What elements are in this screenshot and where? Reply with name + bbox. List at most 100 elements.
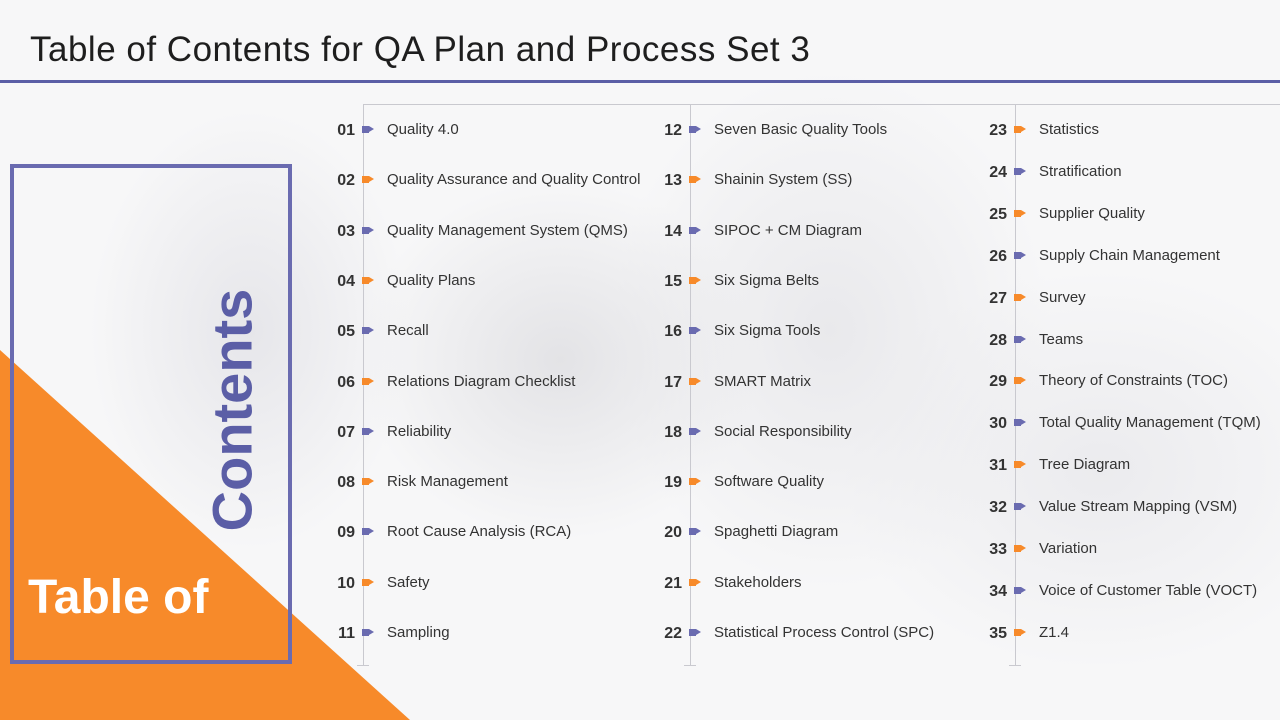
bullet-square-icon [689,428,696,435]
bullet-square-icon [362,227,369,234]
toc-item-label: Quality Management System (QMS) [387,222,628,239]
bullet-arrow-icon [369,277,374,283]
toc-item-number: 17 [664,374,682,391]
bullet-square-icon [362,176,369,183]
toc-item-number: 35 [989,625,1007,642]
toc-item-number: 24 [989,164,1007,181]
toc-item-label: Risk Management [387,473,508,490]
bullet-square-icon [1014,168,1021,175]
bullet-arrow-icon [1021,587,1026,593]
bullet-arrow-icon [1021,503,1026,509]
toc-item-number: 30 [989,415,1007,432]
bullet-square-icon [362,126,369,133]
bullet-square-icon [1014,503,1021,510]
bullet-arrow-icon [369,478,374,484]
side-frame [10,164,292,664]
bullet-arrow-icon [696,478,701,484]
bullet-arrow-icon [1021,377,1026,383]
toc-item-number: 06 [337,374,355,391]
toc-item-label: Shainin System (SS) [714,171,853,188]
toc-item-number: 14 [664,223,682,240]
toc-item-label: Reliability [387,423,452,440]
bullet-square-icon [362,428,369,435]
bullet-square-icon [689,126,696,133]
toc-item-number: 21 [664,575,682,592]
bullet-arrow-icon [1021,294,1026,300]
toc-item-number: 13 [664,172,682,189]
bullet-arrow-icon [369,227,374,233]
toc-item-label: Stakeholders [714,574,802,591]
toc-item-number: 27 [989,290,1007,307]
bullet-arrow-icon [1021,419,1026,425]
bullet-arrow-icon [696,528,701,534]
toc-item-label: Statistics [1039,121,1100,138]
bullet-arrow-icon [1021,126,1026,132]
bullet-square-icon [1014,336,1021,343]
toc-column-end-tick [357,665,369,666]
toc-item-label: Survey [1039,289,1086,306]
toc-item-number: 09 [337,524,355,541]
toc-item-label: Variation [1039,540,1098,557]
toc-item-number: 33 [989,541,1007,558]
bullet-arrow-icon [1021,545,1026,551]
bullet-arrow-icon [369,327,374,333]
toc-item-label: Voice of Customer Table (VOCT) [1039,582,1258,599]
toc-item-number: 22 [664,625,682,642]
table-of-word: Table of [28,571,209,624]
toc-column-line [690,104,691,666]
bullet-square-icon [689,579,696,586]
bullet-arrow-icon [369,126,374,132]
bullet-square-icon [689,478,696,485]
bullet-arrow-icon [369,528,374,534]
toc-item-number: 10 [337,575,355,592]
toc-column-line [363,104,364,666]
bullet-square-icon [1014,587,1021,594]
bullet-arrow-icon [696,579,701,585]
toc-item-number: 11 [338,625,355,642]
bullet-square-icon [1014,545,1021,552]
bullet-square-icon [1014,461,1021,468]
toc-item-label: Sampling [387,624,450,641]
toc-item-number: 05 [337,323,355,340]
contents-word: Contents [200,288,264,532]
bullet-square-icon [362,327,369,334]
toc-item-label: SIPOC + CM Diagram [714,222,862,239]
toc-item-number: 28 [989,332,1007,349]
toc-item-label: Quality Plans [387,272,476,289]
bullet-square-icon [1014,629,1021,636]
bullet-square-icon [1014,377,1021,384]
bullet-square-icon [362,478,369,485]
bullet-arrow-icon [696,176,701,182]
bullet-square-icon [1014,126,1021,133]
bullet-arrow-icon [1021,168,1026,174]
bullet-arrow-icon [369,378,374,384]
toc-item-label: Safety [387,574,430,591]
toc-top-rule [363,104,1280,105]
bullet-arrow-icon [1021,210,1026,216]
bullet-arrow-icon [696,126,701,132]
toc-item-number: 08 [337,474,355,491]
toc-item-number: 03 [337,223,355,240]
bullet-arrow-icon [1021,461,1026,467]
bullet-square-icon [689,528,696,535]
toc-item-label: Value Stream Mapping (VSM) [1039,498,1238,515]
toc-item-label: Z1.4 [1039,624,1070,641]
bullet-square-icon [689,327,696,334]
bullet-square-icon [1014,419,1021,426]
toc-item-label: SMART Matrix [714,373,811,390]
toc-item-label: Seven Basic Quality Tools [714,121,888,138]
toc-item-number: 07 [337,424,355,441]
toc-item-number: 32 [989,499,1007,516]
bullet-arrow-icon [369,176,374,182]
toc-item-label: Recall [387,322,429,339]
toc-item-number: 04 [337,273,355,290]
toc-item-label: Total Quality Management (TQM) [1039,414,1261,431]
toc-item-label: Supply Chain Management [1039,247,1220,264]
toc-item-label: Software Quality [714,473,825,490]
bullet-square-icon [362,579,369,586]
toc-item-label: Theory of Constraints (TOC) [1039,372,1228,389]
bullet-arrow-icon [696,277,701,283]
toc-item-number: 34 [989,583,1007,600]
toc-item-number: 12 [664,122,682,139]
toc-item-number: 31 [989,457,1007,474]
